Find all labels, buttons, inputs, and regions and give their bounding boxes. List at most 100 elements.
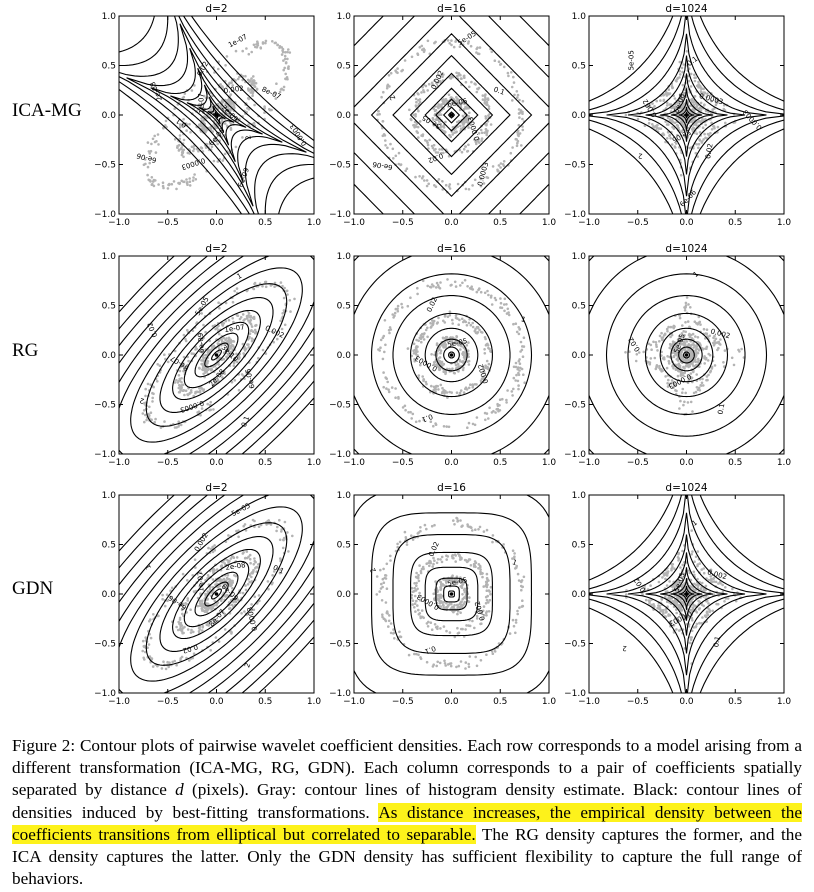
scatter-point	[473, 564, 477, 567]
scatter-point	[414, 124, 417, 128]
scatter-point	[188, 659, 191, 662]
scatter-point	[400, 302, 403, 306]
scatter-point	[263, 107, 267, 110]
scatter-point	[438, 287, 442, 290]
scatter-point	[448, 187, 452, 190]
scatter-point	[456, 182, 460, 186]
scatter-point	[480, 622, 483, 625]
scatter-point	[432, 663, 436, 666]
scatter-point	[679, 120, 682, 124]
x-tick-label: −1.0	[108, 697, 130, 707]
scatter-point	[473, 626, 476, 630]
scatter-point	[738, 350, 741, 353]
scatter-point	[695, 373, 698, 376]
scatter-point	[432, 385, 436, 389]
y-tick-label: −1.0	[329, 210, 351, 220]
scatter-point	[378, 590, 382, 593]
scatter-point	[436, 284, 440, 287]
scatter-point	[704, 136, 707, 140]
scatter-point	[435, 81, 438, 85]
scatter-point	[518, 606, 521, 609]
scatter-point	[199, 571, 202, 574]
scatter-point	[197, 630, 201, 633]
scatter-point	[194, 178, 198, 181]
scatter-point	[466, 106, 470, 110]
scatter-point	[712, 125, 716, 128]
scatter-point	[249, 91, 252, 94]
scatter-point	[673, 121, 677, 125]
scatter-point	[468, 525, 471, 529]
scatter-point	[456, 362, 460, 366]
scatter-point	[650, 348, 653, 352]
x-tick-label: 0.5	[258, 458, 272, 468]
scatter-point	[287, 550, 290, 553]
scatter-point	[688, 67, 691, 70]
scatter-point	[475, 90, 479, 94]
scatter-point	[288, 299, 292, 302]
x-tick-label: 0.5	[258, 697, 272, 707]
scatter-point	[173, 349, 177, 353]
contour-line	[194, 571, 239, 617]
scatter-point	[489, 585, 493, 589]
scatter-point	[487, 114, 490, 117]
scatter-point	[436, 625, 439, 628]
scatter-point	[233, 379, 237, 382]
scatter-point	[692, 103, 696, 107]
scatter-point	[215, 140, 218, 143]
scatter-point	[465, 624, 468, 627]
scatter-point	[691, 332, 695, 336]
scatter-point	[211, 578, 215, 581]
contour-label: 5e-05	[627, 50, 635, 70]
scatter-point	[282, 68, 286, 72]
scatter-point	[456, 612, 459, 616]
scatter-point	[218, 347, 221, 351]
scatter-point	[461, 281, 464, 285]
scatter-point	[226, 573, 230, 577]
scatter-point	[465, 120, 468, 123]
scatter-point	[189, 131, 192, 134]
scatter-point	[249, 314, 252, 318]
scatter-point	[208, 588, 212, 591]
scatter-point	[694, 335, 697, 338]
tick-labels: −1.0−1.0−0.5−0.50.00.00.50.51.01.0	[564, 12, 791, 228]
contour-label: 5e-05	[456, 30, 477, 47]
x-tick-label: 0.0	[679, 458, 694, 468]
scatter-point	[427, 82, 431, 86]
scatter-point	[515, 330, 519, 334]
scatter-point	[381, 120, 385, 123]
scatter-point	[159, 426, 163, 429]
scatter-point	[516, 96, 519, 99]
scatter-point	[475, 383, 478, 386]
scatter-point	[488, 598, 492, 602]
scatter-point	[220, 85, 224, 88]
scatter-point	[151, 665, 155, 668]
scatter-point	[683, 306, 686, 309]
scatter-point	[511, 146, 514, 149]
scatter-point	[144, 650, 147, 654]
contour-label: 2	[638, 152, 643, 160]
scatter-point	[418, 120, 422, 123]
scatter-point	[692, 101, 695, 104]
scatter-point	[415, 584, 418, 587]
scatter-point	[669, 592, 672, 596]
scatter-point	[251, 94, 254, 97]
scatter-point	[433, 113, 437, 117]
scatter-point	[417, 109, 420, 113]
scatter-point	[698, 389, 702, 392]
scatter-point	[411, 603, 415, 606]
scatter-point	[287, 48, 290, 51]
contour-line	[194, 332, 239, 378]
x-tick-label: −0.5	[392, 218, 414, 228]
scatter-point	[705, 328, 709, 332]
scatter-point	[680, 357, 684, 360]
scatter-point	[191, 574, 194, 577]
x-tick-label: −0.5	[157, 458, 179, 468]
scatter-point	[396, 309, 400, 313]
scatter-point	[521, 99, 525, 103]
scatter-point	[240, 373, 244, 376]
scatter-point	[710, 121, 713, 125]
scatter-point	[405, 167, 409, 170]
scatter-point	[467, 126, 470, 129]
scatter-point	[695, 346, 698, 350]
scatter-point	[442, 346, 445, 349]
